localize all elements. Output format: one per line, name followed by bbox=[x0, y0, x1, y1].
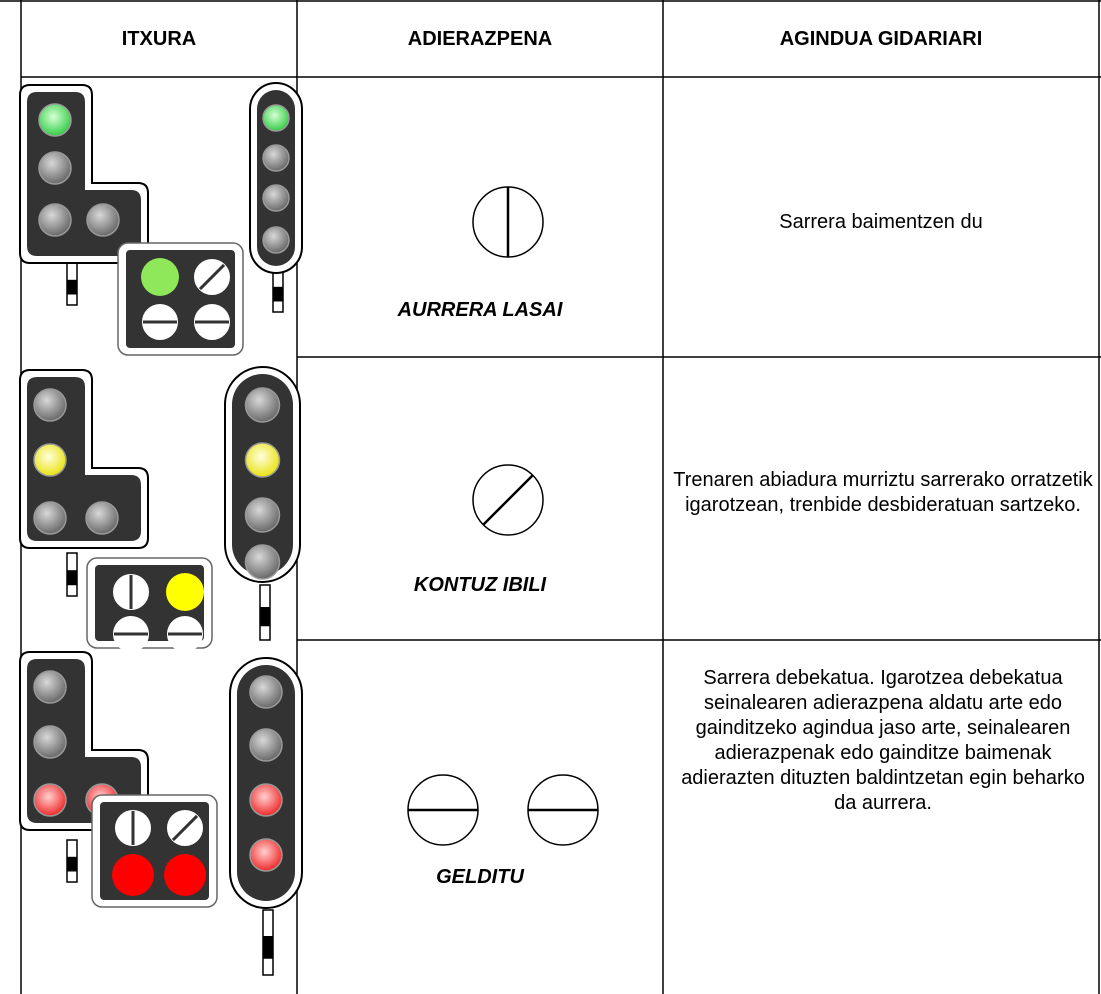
indicator-bar bbox=[482, 474, 534, 526]
signal-body bbox=[257, 90, 295, 266]
indicator-light bbox=[141, 258, 179, 296]
signal-body bbox=[237, 665, 295, 901]
signal-light bbox=[249, 675, 283, 709]
signal-pole-band bbox=[67, 279, 77, 295]
signal-light bbox=[249, 728, 283, 762]
signal-light bbox=[33, 388, 67, 422]
signal-light bbox=[33, 443, 67, 477]
header-cell: AGINDUA GIDARIARI bbox=[779, 28, 983, 50]
signal-light bbox=[33, 501, 67, 535]
signal-light bbox=[33, 783, 67, 817]
signal-light bbox=[85, 501, 119, 535]
signal-light bbox=[262, 184, 290, 212]
signal-name: GELDITU bbox=[436, 866, 524, 888]
signal-pole-band bbox=[273, 286, 283, 302]
signal-light bbox=[38, 203, 72, 237]
indicator-light bbox=[166, 573, 204, 611]
signal-light bbox=[249, 838, 283, 872]
indicator-bar bbox=[198, 263, 226, 291]
description: Sarrera debekatua. Igarotzea debekatua s… bbox=[681, 667, 1085, 814]
signal-light bbox=[244, 442, 281, 478]
signal-pole-band bbox=[263, 936, 273, 959]
signal-pole-band bbox=[260, 607, 270, 627]
signal-name: AURRERA LASAI bbox=[397, 299, 563, 321]
indicator-bar bbox=[171, 814, 199, 842]
signal-light bbox=[86, 203, 120, 237]
signal-light bbox=[33, 670, 67, 704]
signal-light bbox=[262, 226, 290, 254]
signal-light bbox=[33, 725, 67, 759]
indicator-light bbox=[164, 854, 206, 896]
signal-light bbox=[38, 103, 72, 137]
signal-light bbox=[38, 151, 72, 185]
header-cell: ADIERAZPENA bbox=[407, 28, 553, 50]
signal-name: KONTUZ IBILI bbox=[413, 574, 547, 596]
signal-light bbox=[244, 544, 281, 580]
description: Trenaren abiadura murriztu sarrerako orr… bbox=[673, 469, 1093, 516]
signal-pole-band bbox=[67, 570, 77, 586]
signal-pole-band bbox=[67, 856, 77, 872]
signal-light bbox=[244, 497, 281, 533]
signal-light bbox=[249, 783, 283, 817]
indicator-light bbox=[112, 854, 154, 896]
signal-light bbox=[244, 387, 281, 423]
signal-light bbox=[262, 144, 290, 172]
header-cell: ITXURA bbox=[121, 28, 197, 50]
description: Sarrera baimentzen du bbox=[779, 211, 983, 233]
signal-light bbox=[262, 104, 290, 132]
